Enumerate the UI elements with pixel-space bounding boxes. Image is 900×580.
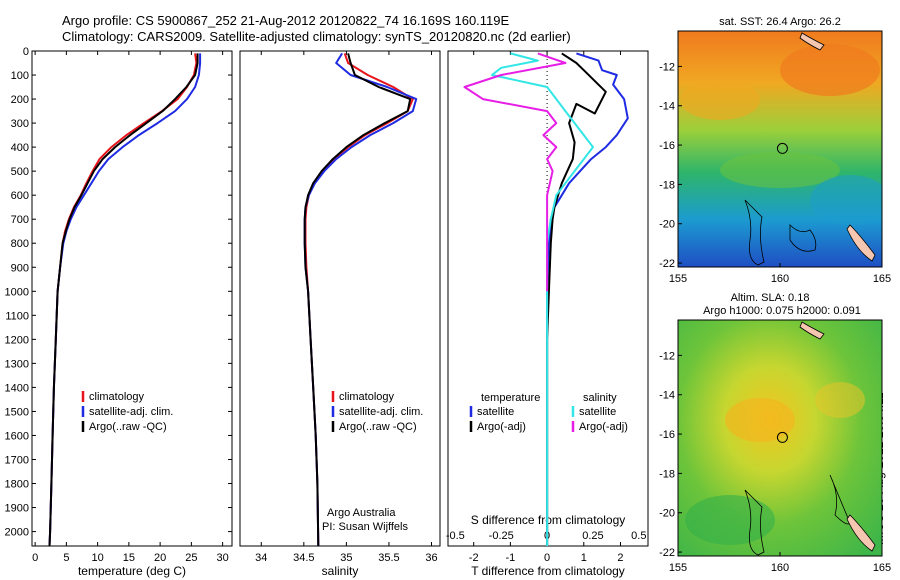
y-tick-label: 1100	[5, 310, 29, 322]
x-tick-label: 34	[255, 552, 267, 564]
legend-label: satellite	[477, 406, 514, 418]
s-tick-label: 0.25	[582, 530, 603, 542]
map-y-tick-label: -14	[659, 390, 675, 402]
x-tick-label: 10	[92, 552, 104, 564]
x-tick-label: -2	[469, 552, 479, 564]
y-tick-label: 900	[11, 262, 29, 274]
map-y-tick-label: -12	[659, 61, 675, 73]
x-tick-label: 15	[123, 552, 135, 564]
salinity-panel-frame	[239, 50, 441, 547]
altimetry-title-line2: Argo h1000: 0.075 h2000: 0.091	[703, 305, 861, 317]
x-tick-label: 35.5	[378, 552, 399, 564]
legend-label: Argo(-adj)	[579, 421, 628, 433]
y-tick-label: 300	[11, 118, 29, 130]
map-x-tick-label: 155	[669, 273, 687, 285]
series-satellite	[546, 52, 629, 546]
x-tick-label: 34.5	[293, 552, 314, 564]
map-y-tick-label: -18	[659, 179, 675, 191]
series-argo-raw-qc-	[48, 53, 199, 546]
altimetry-map-raster	[678, 320, 882, 556]
y-tick-label: 100	[11, 70, 29, 82]
pi-annotation: PI: Susan Wijffels	[322, 521, 408, 533]
series-climatology	[48, 53, 198, 546]
x-tick-label: 36	[425, 552, 437, 564]
map-x-tick-label: 165	[873, 273, 891, 285]
x-tick-label: 0	[544, 552, 550, 564]
y-tick-label: 1700	[5, 454, 29, 466]
series-climatology	[304, 53, 414, 546]
diff-legend-temperature-title: temperature	[481, 392, 540, 404]
series-satellite	[491, 52, 594, 546]
y-tick-label: 1000	[5, 286, 29, 298]
s-tick-label: -0.25	[489, 530, 514, 542]
map-x-tick-label: 165	[873, 562, 891, 574]
legend-label: satellite-adj. clim.	[89, 406, 173, 418]
y-tick-label: 1400	[5, 382, 29, 394]
map-y-tick-label: -12	[659, 350, 675, 362]
legend-label: climatology	[339, 391, 395, 403]
series-argo-adj-	[463, 52, 567, 292]
argo-position-marker	[776, 431, 788, 443]
legend-label: climatology	[89, 391, 145, 403]
y-tick-label: 1600	[5, 430, 29, 442]
x-tick-label: 2	[617, 552, 623, 564]
legend-label: Argo(..raw -QC)	[89, 421, 167, 433]
x-tick-label: -1	[505, 552, 515, 564]
x-tick-label: 1	[581, 552, 587, 564]
x-tick-label: 0	[32, 552, 38, 564]
map-x-tick-label: 160	[771, 562, 789, 574]
y-tick-label: 200	[11, 94, 29, 106]
map-y-tick-label: -22	[659, 258, 675, 270]
profile-title: Argo profile: CS 5900867_252 21-Aug-2012…	[62, 13, 510, 28]
map-x-tick-label: 160	[771, 273, 789, 285]
series-satellite-adj-clim-	[48, 53, 202, 546]
map-y-tick-label: -20	[659, 508, 675, 520]
y-tick-label: 2000	[5, 527, 29, 539]
x-tick-label: 5	[63, 552, 69, 564]
series-argo-adj-	[546, 52, 607, 546]
legend-label: satellite	[579, 406, 616, 418]
x-tick-label: 30	[217, 552, 229, 564]
temperature-axis-label: temperature (deg C)	[78, 564, 186, 578]
x-tick-label: 35	[340, 552, 352, 564]
salinity-axis-label: salinity	[322, 564, 359, 578]
map-x-tick-label: 155	[669, 562, 687, 574]
map-y-tick-label: -16	[659, 429, 675, 441]
s-tick-label: 0.5	[631, 530, 646, 542]
legend-label: Argo(..raw -QC)	[339, 421, 417, 433]
y-tick-label: 1200	[5, 334, 29, 346]
temperature-panel-frame	[31, 50, 233, 547]
y-tick-label: 1500	[5, 406, 29, 418]
map-y-tick-label: -20	[659, 219, 675, 231]
y-tick-label: 800	[11, 238, 29, 250]
map-y-tick-label: -14	[659, 101, 675, 113]
series-argo-raw-qc-	[303, 53, 412, 546]
climatology-subtitle: Climatology: CARS2009. Satellite-adjuste…	[62, 29, 571, 44]
y-tick-label: 1300	[5, 358, 29, 370]
y-tick-label: 1800	[5, 479, 29, 491]
x-tick-label: 25	[185, 552, 197, 564]
x-tick-label: 20	[154, 552, 166, 564]
y-tick-label: 700	[11, 214, 29, 226]
argo-australia-annotation: Argo Australia	[327, 507, 396, 519]
sst-map-title: sat. SST: 26.4 Argo: 26.2	[719, 16, 841, 28]
sst-map-raster	[678, 31, 882, 267]
diff-legend-salinity-title: salinity	[583, 392, 617, 404]
map-y-tick-label: -16	[659, 140, 675, 152]
map-y-tick-label: -18	[659, 468, 675, 480]
legend-label: Argo(-adj)	[477, 421, 526, 433]
series-satellite-adj-clim-	[303, 52, 418, 546]
argo-position-marker	[776, 142, 788, 154]
t-difference-axis-label: T difference from climatology	[471, 564, 625, 578]
map-y-tick-label: -22	[659, 547, 675, 559]
y-tick-label: 400	[11, 142, 29, 154]
y-tick-label: 600	[11, 190, 29, 202]
legend-label: satellite-adj. clim.	[339, 406, 423, 418]
y-tick-label: 1900	[5, 503, 29, 515]
y-tick-label: 0	[23, 46, 29, 58]
altimetry-title-line1: Altim. SLA: 0.18	[731, 292, 810, 304]
y-tick-label: 500	[11, 166, 29, 178]
s-tick-label: -0.5	[446, 530, 465, 542]
